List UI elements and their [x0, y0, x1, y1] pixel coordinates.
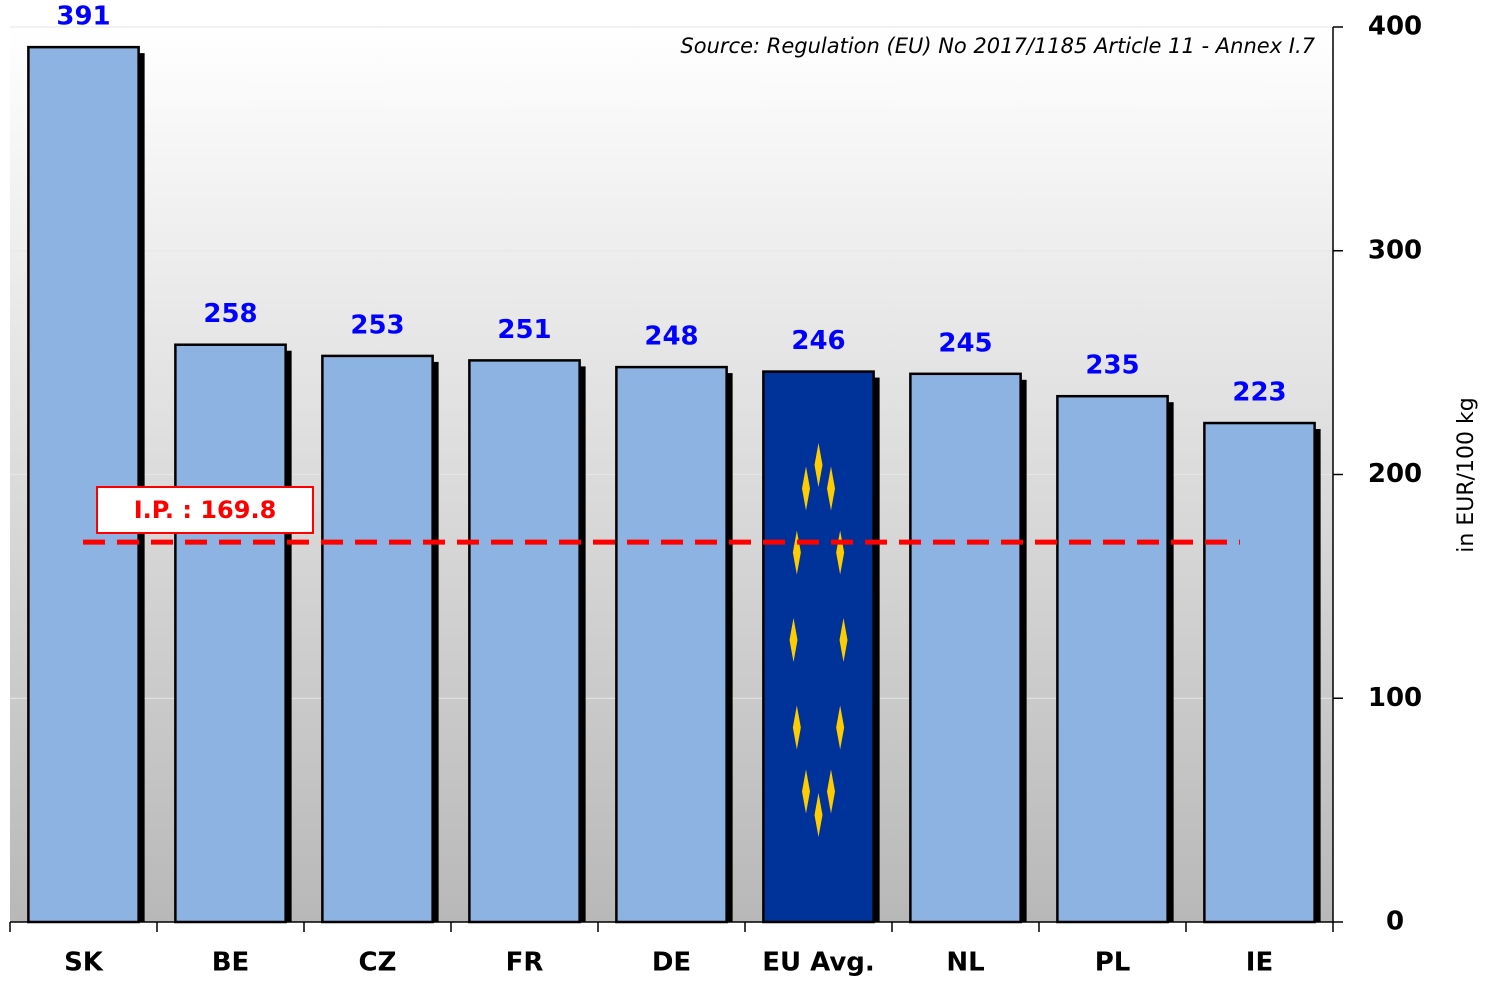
flag-star [814, 443, 823, 487]
reference-label-box [96, 486, 314, 534]
y-axis-label: in EUR/100 kg [1454, 397, 1479, 552]
x-tick-label: PL [1095, 948, 1131, 978]
flag-star [814, 793, 823, 837]
flag-star [839, 618, 848, 662]
value-label: 391 [56, 2, 110, 32]
value-label: 248 [644, 322, 698, 352]
bar [174, 343, 287, 924]
flag-star [802, 769, 810, 814]
x-tick-label: EU Avg. [762, 948, 875, 978]
flag-star [792, 705, 801, 750]
bar [1056, 394, 1169, 924]
flag-star [836, 705, 845, 750]
flag-star [827, 769, 835, 814]
y-tick-label: 200 [1368, 459, 1422, 489]
value-label: 235 [1085, 351, 1139, 381]
value-label: 251 [497, 315, 551, 345]
value-label: 245 [938, 328, 992, 358]
flag-star [827, 466, 835, 511]
x-tick-label: BE [212, 948, 250, 978]
flag-star [789, 618, 798, 662]
reference-label: I.P. : 169.8 [134, 496, 277, 524]
flag-star [802, 466, 810, 511]
value-label: 246 [791, 326, 845, 356]
x-tick-label: DE [652, 948, 691, 978]
value-label: 223 [1232, 378, 1286, 408]
bar [468, 359, 581, 924]
y-tick-label: 300 [1368, 235, 1422, 265]
x-tick-label: CZ [359, 948, 397, 978]
x-tick-label: FR [506, 948, 544, 978]
bar [27, 45, 140, 924]
bar [615, 365, 728, 924]
value-label: 258 [203, 299, 257, 329]
bar [321, 354, 434, 924]
bar [1203, 421, 1316, 924]
source-note: Source: Regulation (EU) No 2017/1185 Art… [680, 34, 1315, 58]
y-tick-label: 100 [1368, 683, 1422, 713]
y-tick-label: 400 [1368, 12, 1422, 42]
x-tick-label: IE [1246, 948, 1273, 978]
x-tick-label: SK [64, 948, 104, 978]
x-tick-label: NL [946, 948, 984, 978]
y-tick-label: 0 [1386, 907, 1404, 937]
bar [909, 372, 1022, 924]
value-label: 253 [350, 310, 404, 340]
